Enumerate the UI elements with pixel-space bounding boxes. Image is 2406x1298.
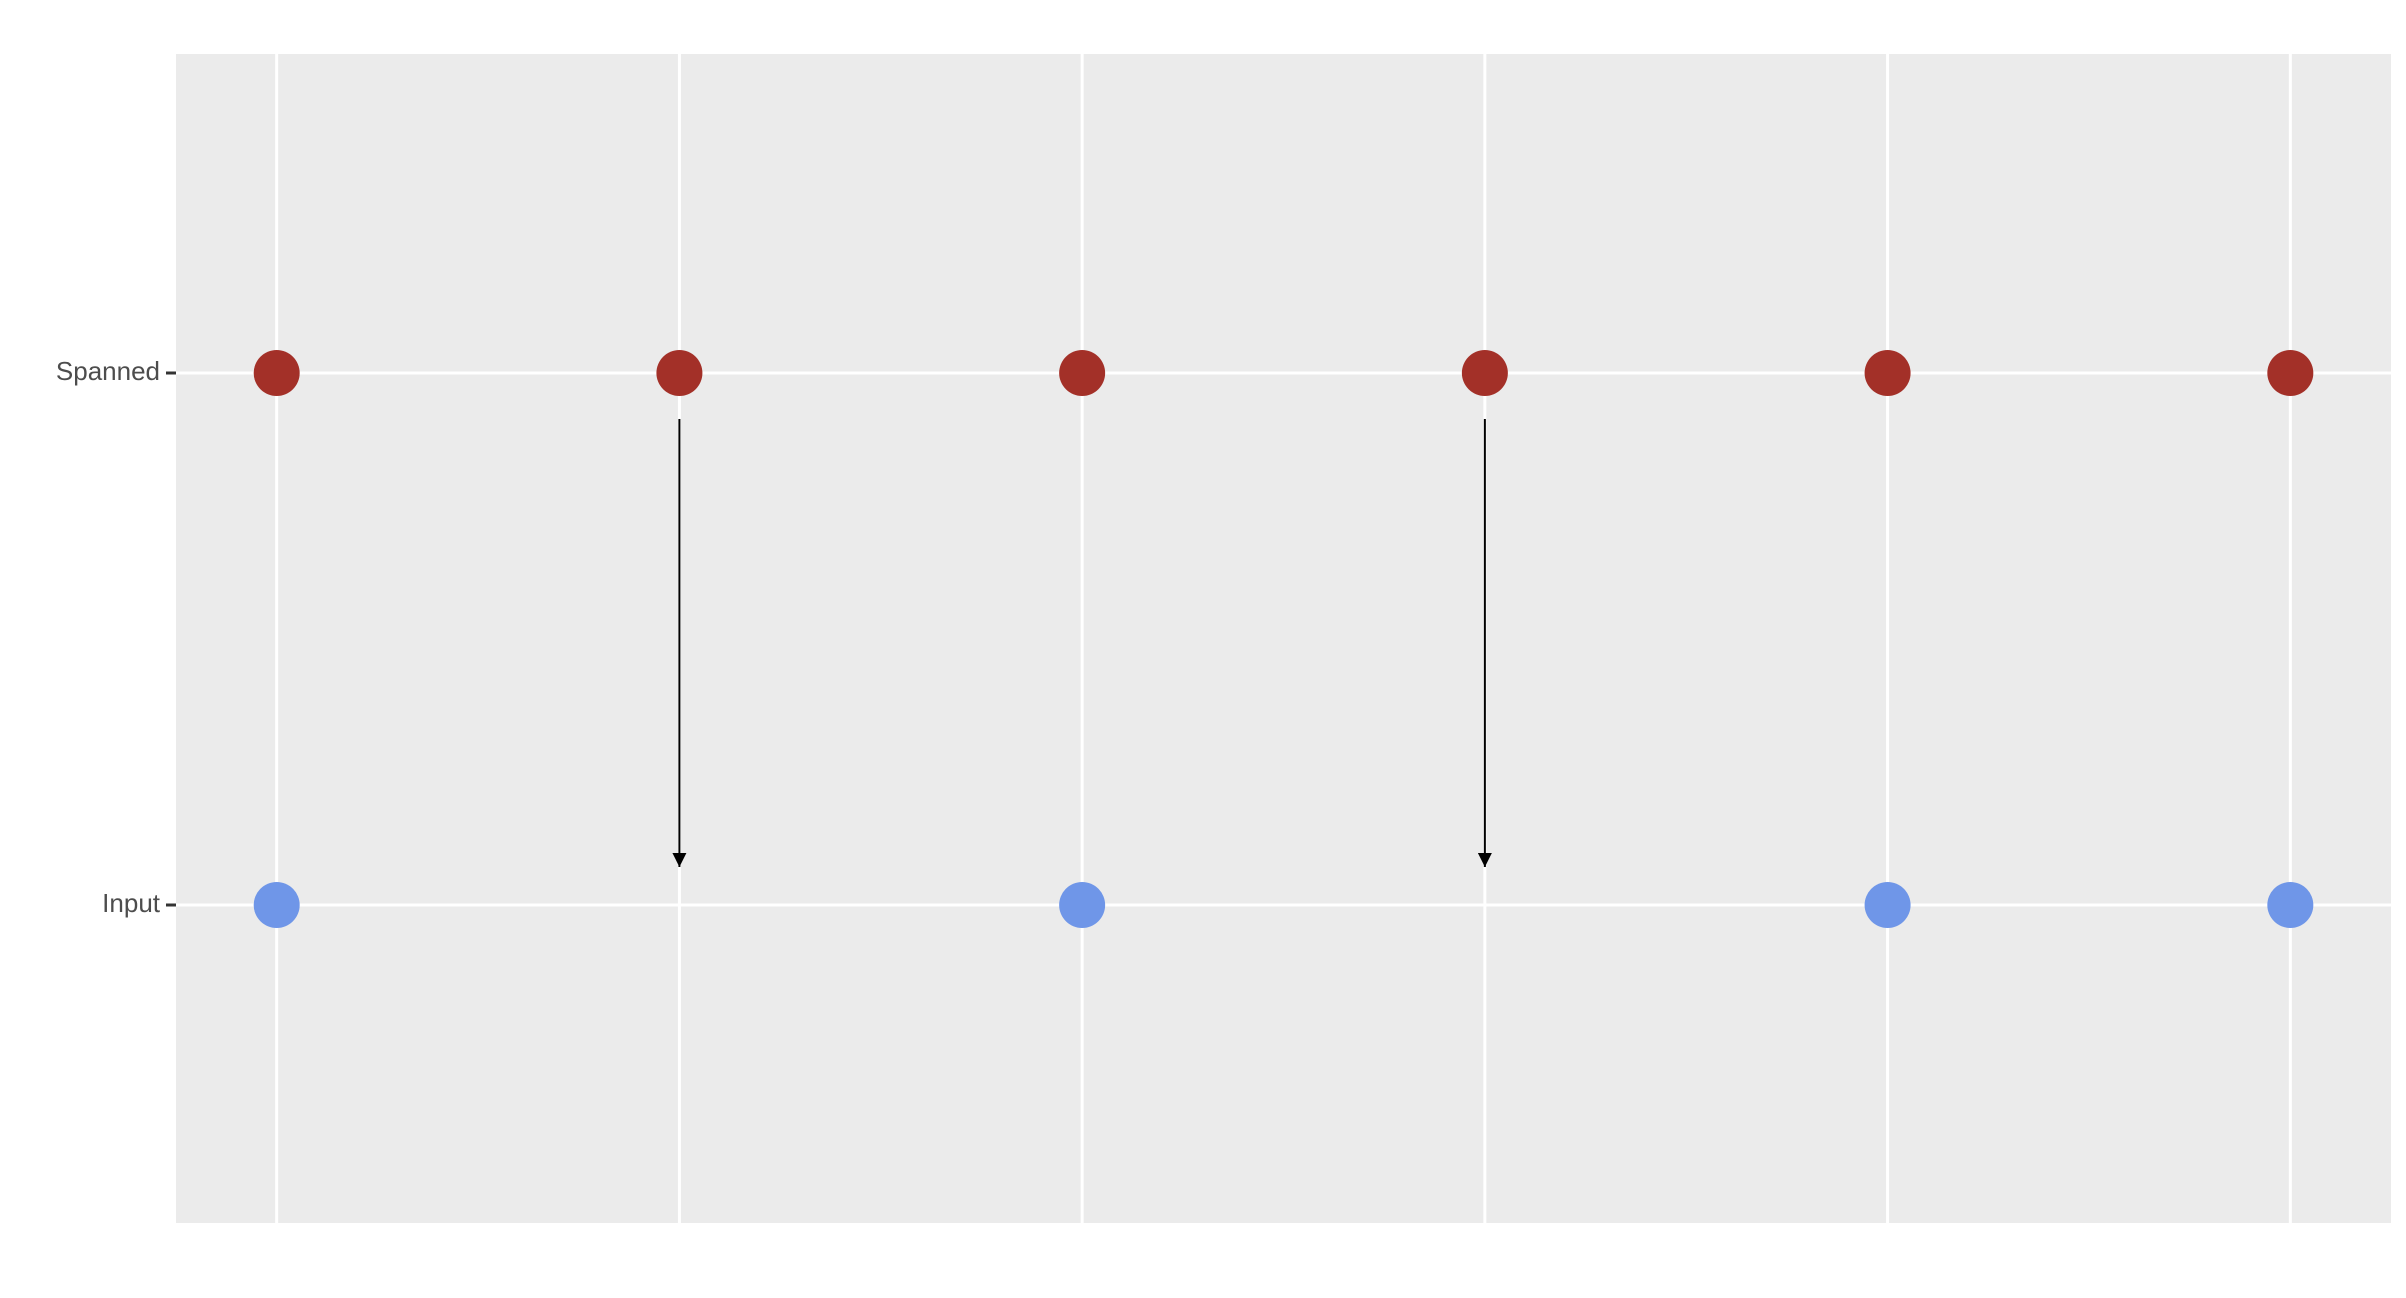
- panel: [176, 54, 2391, 1223]
- point: [1059, 350, 1106, 396]
- point: [2267, 882, 2314, 928]
- point: [1864, 350, 1911, 396]
- y-tick-label: Spanned: [56, 356, 160, 386]
- point: [656, 350, 703, 396]
- point: [1864, 882, 1911, 928]
- point: [1059, 882, 1106, 928]
- point: [2267, 350, 2314, 396]
- point: [253, 882, 300, 928]
- y-tick-label: Input: [102, 888, 161, 918]
- point: [1461, 350, 1508, 396]
- point: [253, 350, 300, 396]
